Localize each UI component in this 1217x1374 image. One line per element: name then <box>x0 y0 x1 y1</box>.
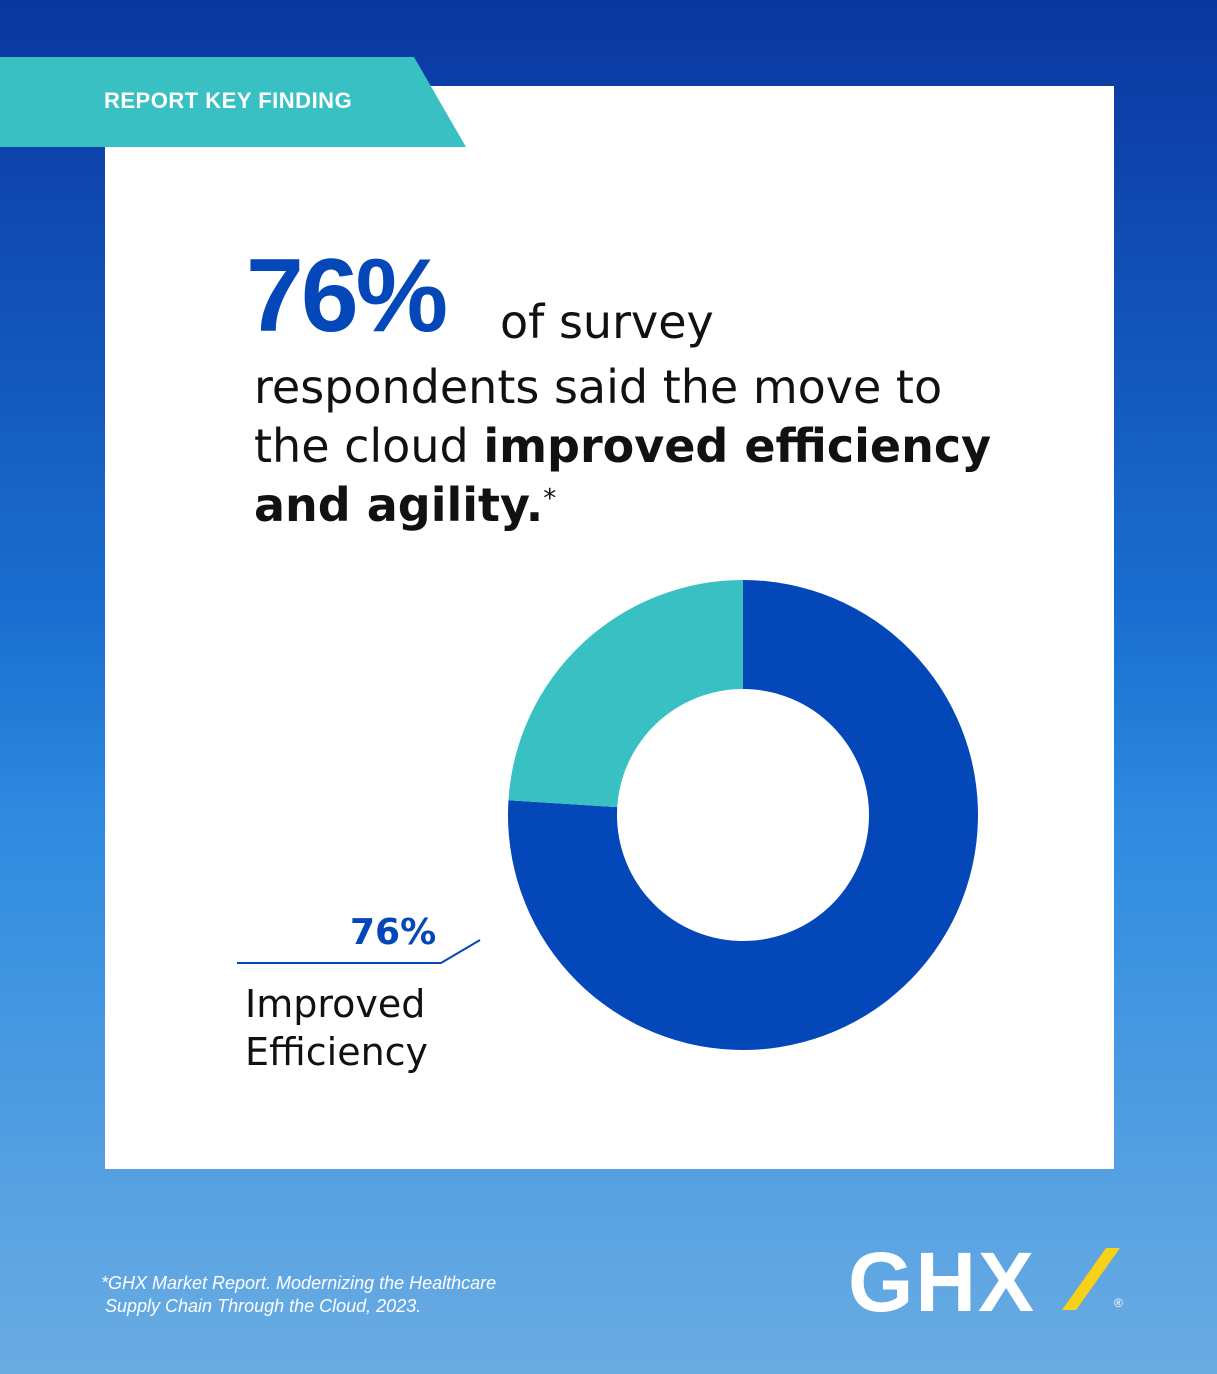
headline-lead: of survey <box>500 295 714 349</box>
ghx-registered-mark: ® <box>1114 1296 1123 1310</box>
donut-slices <box>507 580 978 1050</box>
footnote: *GHX Market Report. Modernizing the Heal… <box>101 1272 521 1318</box>
headline-bold-2: and agility. <box>254 478 544 532</box>
headline-stat: 76% <box>246 238 448 354</box>
callout-label-line-1: Improved <box>245 982 426 1026</box>
headline-asterisk: * <box>543 484 557 514</box>
ghx-logo-text: GHX <box>848 1235 1037 1329</box>
callout-leader-line <box>237 939 481 964</box>
banner-label: REPORT KEY FINDING <box>104 88 353 113</box>
headline-line-2: respondents said the move to <box>254 360 943 414</box>
callout-label: Improved Efficiency <box>245 980 505 1076</box>
headline-line-4: and agility.* <box>254 476 1054 535</box>
donut-slice-other <box>508 580 743 808</box>
footnote-line-1: *GHX Market Report. Modernizing the Heal… <box>101 1273 497 1293</box>
callout-label-line-2: Efficiency <box>245 1030 429 1074</box>
ghx-logo: GHX ® <box>848 1240 1128 1324</box>
donut-slice-improved-efficiency <box>507 580 978 1050</box>
headline-bold-1: improved efficiency <box>483 419 992 473</box>
footnote-line-2: Supply Chain Through the Cloud, 2023. <box>105 1296 422 1316</box>
headline-body: respondents said the move to the cloud i… <box>254 358 1054 535</box>
report-banner <box>0 57 466 147</box>
ghx-logo-accent <box>1062 1248 1120 1310</box>
callout-value: 76% <box>350 912 437 953</box>
headline-plain: the cloud <box>254 419 484 473</box>
headline-line-3: the cloud improved efficiency <box>254 417 1054 476</box>
